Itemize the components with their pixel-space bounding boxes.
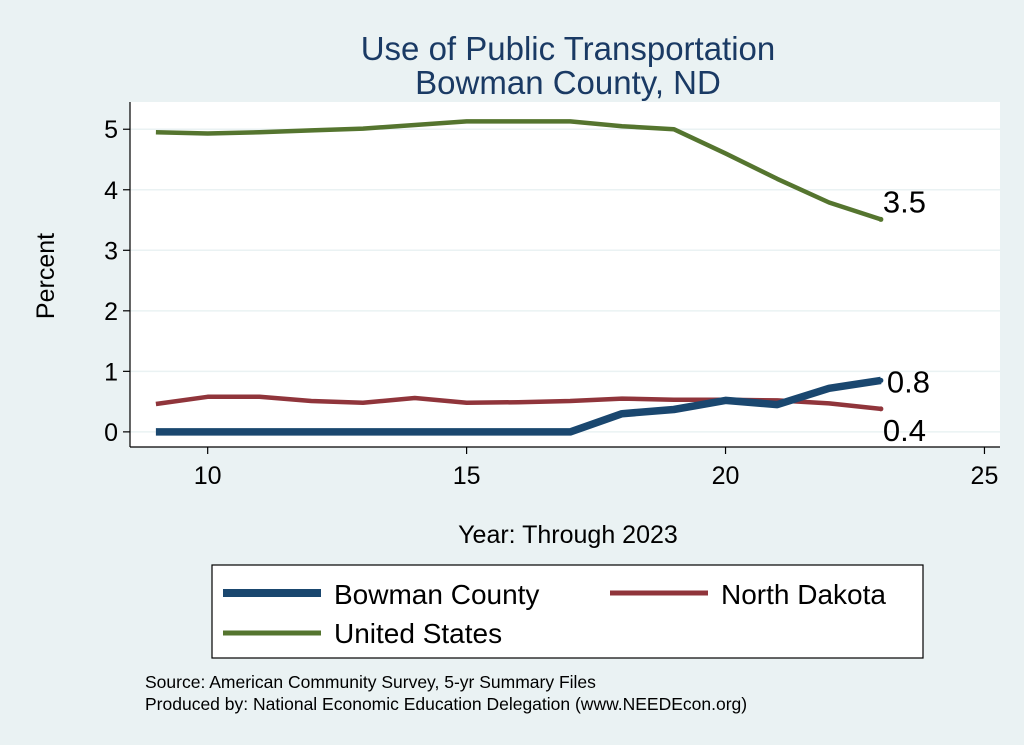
legend-box <box>211 564 924 659</box>
chart-title-line-1: Use of Public Transportation <box>361 30 776 67</box>
legend: Bowman County North Dakota United States <box>211 564 924 659</box>
y-axis: 0 1 2 3 4 5 <box>104 102 131 447</box>
y-tick-label-1: 1 <box>104 358 118 386</box>
chart-title-line-2: Bowman County, ND <box>415 64 721 101</box>
y-tick-label-3: 3 <box>104 237 118 265</box>
producer-note: Produced by: National Economic Education… <box>145 694 747 714</box>
y-tick-label-5: 5 <box>104 116 118 144</box>
end-point-north-dakota <box>878 406 884 412</box>
plot-area <box>130 102 1000 447</box>
end-label-bowman-county: 0.8 <box>887 364 930 399</box>
end-label-united-states: 3.5 <box>883 184 926 219</box>
end-label-north-dakota: 0.4 <box>883 413 926 448</box>
x-tick-label-25: 25 <box>971 462 999 490</box>
y-tick-label-0: 0 <box>104 419 118 447</box>
series-line-united-states <box>155 119 882 222</box>
legend-label-bowman-county: Bowman County <box>334 579 539 610</box>
x-tick-label-20: 20 <box>712 462 740 490</box>
end-point-united-states <box>878 216 884 222</box>
y-tick-label-4: 4 <box>104 177 118 205</box>
source-note: Source: American Community Survey, 5-yr … <box>145 672 596 692</box>
legend-label-north-dakota: North Dakota <box>721 579 886 610</box>
x-tick-label-10: 10 <box>194 462 222 490</box>
x-axis-label: Year: Through 2023 <box>458 521 678 549</box>
end-point-bowman-county <box>878 377 884 383</box>
x-axis: 10 15 20 25 <box>130 446 1000 490</box>
end-labels: 3.5 0.4 0.8 <box>883 184 930 447</box>
legend-label-united-states: United States <box>334 618 502 649</box>
y-tick-label-2: 2 <box>104 298 118 326</box>
y-axis-label: Percent <box>32 233 60 319</box>
series-layer <box>155 119 884 436</box>
series-line-bowman-county <box>155 376 882 436</box>
x-tick-label-15: 15 <box>453 462 481 490</box>
